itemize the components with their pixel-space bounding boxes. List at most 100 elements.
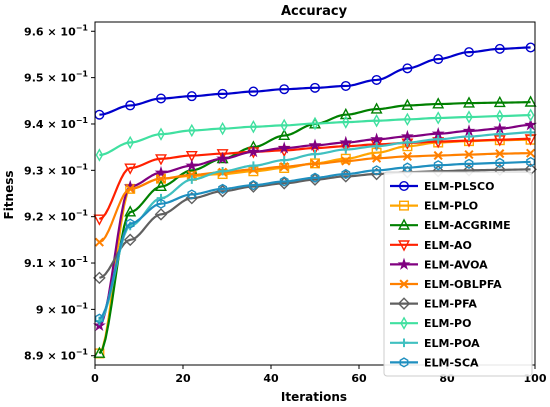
- y-tick-label: 8.9 × 10−1: [24, 348, 88, 363]
- data-point: [464, 47, 475, 58]
- data-point: [95, 148, 104, 162]
- data-point: [495, 109, 504, 123]
- data-point: [156, 174, 166, 184]
- data-point: [187, 170, 197, 180]
- data-point: [216, 152, 230, 165]
- data-point: [124, 163, 137, 175]
- data-point: [124, 205, 137, 217]
- x-tick-label: 40: [263, 372, 279, 385]
- data-point: [372, 141, 381, 151]
- data-point: [126, 135, 135, 150]
- y-tick-label: 9 × 10−1: [36, 301, 89, 316]
- data-point: [93, 346, 106, 358]
- data-point: [403, 138, 412, 147]
- y-tick-label: 9.3 × 10−1: [24, 162, 88, 177]
- data-point: [433, 150, 443, 161]
- data-point: [494, 43, 505, 54]
- legend-label: ELM-PLSCO: [424, 180, 494, 193]
- data-point: [279, 84, 290, 95]
- legend-item: ELM-SCA: [390, 356, 479, 369]
- data-point: [156, 198, 166, 209]
- y-tick-label: 9.5 × 10−1: [24, 70, 88, 85]
- legend-label: ELM-AO: [424, 239, 472, 252]
- series-line: [98, 137, 531, 220]
- legend-item: ELM-POA: [390, 337, 480, 350]
- data-point: [279, 176, 289, 187]
- data-point: [155, 93, 166, 104]
- data-point: [339, 107, 352, 120]
- data-point: [524, 95, 537, 107]
- legend-item: ELM-PLO: [390, 200, 478, 213]
- data-point: [94, 313, 104, 324]
- x-tick-label: 20: [175, 372, 191, 385]
- data-point: [125, 100, 136, 111]
- legend-marker: [398, 240, 410, 252]
- legend-item: ELM-OBLPFA: [390, 278, 502, 291]
- data-point: [278, 128, 291, 141]
- data-point: [526, 156, 536, 168]
- legend-marker: [399, 279, 409, 289]
- data-point: [216, 149, 229, 161]
- data-point: [218, 183, 228, 194]
- data-point: [279, 162, 289, 172]
- data-point: [526, 108, 535, 122]
- series-layer: [92, 42, 537, 359]
- y-axis-label: Fitness: [2, 170, 16, 219]
- data-point: [434, 111, 443, 125]
- legend-marker: [399, 357, 409, 368]
- data-point: [123, 233, 137, 247]
- data-point: [526, 128, 535, 137]
- series-elm-plsco: [94, 42, 536, 120]
- y-tick-label: 9.2 × 10−1: [24, 209, 88, 224]
- data-point: [403, 112, 412, 127]
- data-point: [186, 91, 197, 102]
- data-point: [185, 158, 199, 172]
- y-tick-label: 9.4 × 10−1: [24, 116, 88, 131]
- y-tick-label: 9.1 × 10−1: [24, 255, 88, 270]
- data-point: [94, 237, 104, 247]
- data-point: [248, 180, 258, 191]
- data-point: [310, 149, 320, 159]
- legend-marker: [399, 338, 409, 348]
- data-point: [433, 160, 443, 171]
- data-point: [341, 168, 351, 180]
- data-point: [372, 153, 382, 163]
- data-point: [279, 155, 289, 165]
- data-point: [248, 86, 259, 97]
- legend-marker: [399, 200, 410, 211]
- data-point: [493, 95, 506, 108]
- data-point: [308, 138, 322, 151]
- series-line: [99, 114, 531, 157]
- data-point: [277, 141, 291, 154]
- data-point: [341, 156, 351, 166]
- legend-marker: [400, 316, 408, 330]
- data-point: [524, 118, 537, 131]
- data-point: [218, 121, 227, 136]
- data-point: [464, 132, 474, 141]
- data-point: [402, 63, 413, 74]
- series-line: [98, 160, 531, 320]
- data-point: [433, 134, 443, 144]
- data-point: [217, 88, 228, 99]
- data-point: [310, 172, 320, 183]
- data-point: [495, 129, 505, 139]
- data-point: [340, 153, 351, 164]
- legend-label: ELM-OBLPFA: [424, 278, 502, 291]
- legend-label: ELM-PO: [424, 317, 471, 330]
- data-point: [402, 151, 412, 161]
- data-point: [187, 123, 196, 138]
- legend: ELM-PLSCO ELM-PLO ELM-ACGRIME ELM-AO ELM-AVO…: [383, 171, 533, 377]
- legend-label: ELM-PFA: [424, 298, 477, 311]
- data-point: [154, 165, 168, 179]
- series-line: [99, 168, 531, 279]
- series-elm-po: [95, 108, 535, 162]
- legend-box: [383, 171, 533, 377]
- legend-item: ELM-AO: [390, 239, 472, 252]
- data-point: [155, 154, 167, 166]
- data-point: [125, 184, 135, 194]
- legend-marker: [397, 297, 411, 310]
- legend-item: ELM-PLSCO: [390, 180, 494, 193]
- legend-label: ELM-AVOA: [424, 258, 488, 271]
